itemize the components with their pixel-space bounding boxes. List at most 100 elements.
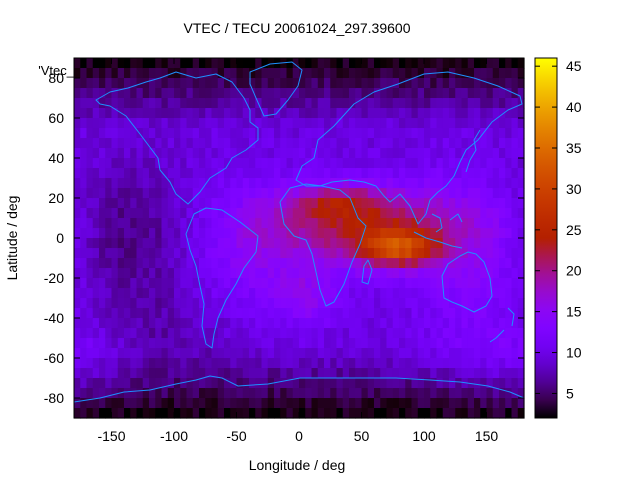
heatmap-cell	[274, 88, 281, 99]
heatmap-cell	[442, 158, 450, 169]
heatmap-cell	[349, 88, 356, 99]
heatmap-cell	[417, 358, 425, 369]
heatmap-cell	[399, 298, 406, 309]
heatmap-cell	[149, 128, 156, 139]
heatmap-cell	[92, 208, 100, 219]
heatmap-cell	[117, 288, 125, 299]
heatmap-cell	[92, 218, 100, 229]
heatmap-cell	[92, 198, 100, 209]
heatmap-cell	[236, 398, 244, 409]
heatmap-cell	[330, 158, 338, 169]
heatmap-cell	[511, 298, 519, 309]
heatmap-cell	[417, 308, 425, 319]
x-axis-label: Longitude / deg	[249, 457, 346, 473]
heatmap-cell	[386, 228, 394, 239]
heatmap-cell	[342, 358, 350, 369]
heatmap-cell	[111, 338, 119, 349]
heatmap-cell	[167, 208, 175, 219]
heatmap-cell	[380, 78, 388, 89]
heatmap-cell	[80, 148, 88, 159]
heatmap-cell	[274, 378, 281, 389]
heatmap-cell	[374, 368, 381, 379]
heatmap-cell	[86, 248, 94, 259]
heatmap-cell	[230, 298, 238, 309]
heatmap-cell	[449, 208, 456, 219]
heatmap-cell	[205, 108, 213, 119]
heatmap-cell	[155, 308, 163, 319]
heatmap-cell	[374, 208, 381, 219]
heatmap-cell	[474, 108, 481, 119]
heatmap-cell	[430, 128, 438, 139]
heatmap-cell	[155, 118, 163, 129]
heatmap-cell	[217, 208, 225, 219]
heatmap-cell	[517, 128, 525, 139]
heatmap-cell	[486, 248, 494, 259]
heatmap-cell	[324, 208, 331, 219]
heatmap-cell	[442, 288, 450, 299]
heatmap-cell	[217, 348, 225, 359]
heatmap-cell	[417, 298, 425, 309]
heatmap-cell	[299, 238, 306, 249]
heatmap-cell	[455, 318, 463, 329]
heatmap-cell	[342, 228, 350, 239]
heatmap-cell	[180, 278, 188, 289]
heatmap-cell	[480, 188, 488, 199]
x-tick-label: 0	[295, 428, 303, 444]
heatmap-cell	[255, 238, 263, 249]
heatmap-cell	[374, 138, 381, 149]
heatmap-cell	[105, 138, 113, 149]
heatmap-cell	[492, 298, 500, 309]
heatmap-cell	[430, 288, 438, 299]
heatmap-cell	[136, 178, 144, 189]
heatmap-cell	[217, 268, 225, 279]
coastline-indonesia	[413, 213, 463, 249]
heatmap-cell	[74, 138, 81, 149]
heatmap-cell	[405, 198, 413, 209]
heatmap-cell	[405, 228, 413, 239]
heatmap-cell	[305, 398, 313, 409]
heatmap-cell	[349, 358, 356, 369]
heatmap-cell	[224, 288, 231, 299]
heatmap-cell	[74, 58, 81, 69]
heatmap-cell	[274, 368, 281, 379]
heatmap-cell	[292, 348, 300, 359]
heatmap-cell	[467, 228, 475, 239]
heatmap-cell	[105, 248, 113, 259]
heatmap-cell	[236, 318, 244, 329]
heatmap-cell	[211, 368, 219, 379]
heatmap-cell	[230, 58, 238, 69]
heatmap-cell	[355, 68, 363, 79]
heatmap-cell	[455, 338, 463, 349]
heatmap-cell	[449, 338, 456, 349]
heatmap-cell	[192, 198, 200, 209]
heatmap-cell	[324, 118, 331, 129]
heatmap-cell	[74, 348, 81, 359]
heatmap-cell	[467, 398, 475, 409]
heatmap-cell	[480, 158, 488, 169]
heatmap-cell	[492, 278, 500, 289]
heatmap-cell	[386, 288, 394, 299]
heatmap-cell	[274, 138, 281, 149]
heatmap-cell	[205, 248, 213, 259]
y-tick-label: 20	[48, 190, 64, 206]
coastline-africa	[279, 183, 367, 307]
heatmap-cell	[142, 248, 150, 259]
heatmap-cell	[430, 208, 438, 219]
heatmap-cell	[192, 338, 200, 349]
heatmap-cell	[361, 378, 369, 389]
heatmap-cell	[230, 118, 238, 129]
heatmap-cell	[361, 128, 369, 139]
heatmap-cell	[230, 78, 238, 89]
heatmap-cell	[124, 368, 131, 379]
heatmap-cell	[336, 118, 344, 129]
heatmap-cell	[386, 348, 394, 359]
heatmap-cell	[517, 278, 525, 289]
heatmap-cell	[317, 208, 325, 219]
heatmap-cell	[92, 388, 100, 399]
heatmap-cell	[86, 138, 94, 149]
heatmap-cell	[424, 248, 431, 259]
heatmap-cell	[411, 78, 419, 89]
heatmap-cell	[249, 178, 256, 189]
heatmap-cell	[392, 188, 400, 199]
heatmap-cell	[349, 128, 356, 139]
